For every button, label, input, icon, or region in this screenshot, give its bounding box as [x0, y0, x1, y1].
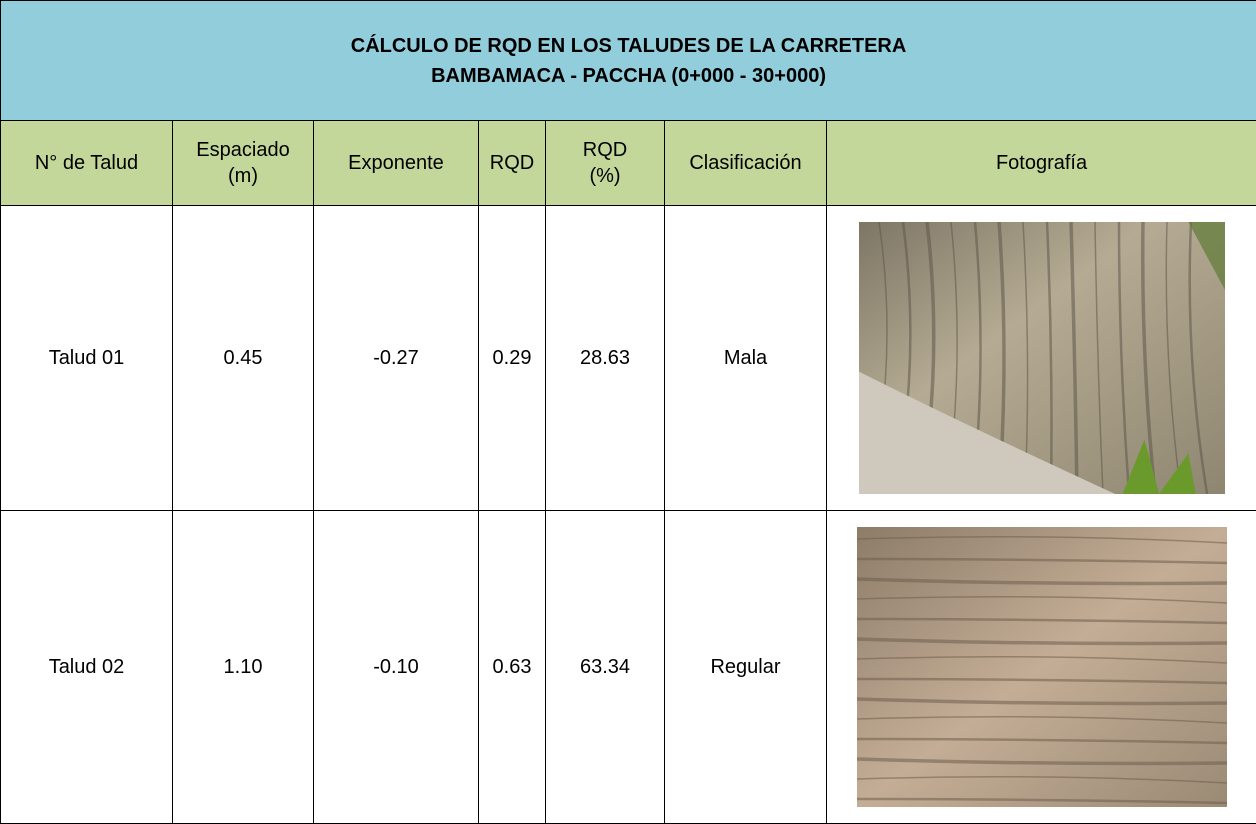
- photo: [857, 527, 1227, 807]
- cell: 0.29: [479, 206, 546, 511]
- cell: Mala: [665, 206, 827, 511]
- photo-cell: [827, 206, 1256, 511]
- header-cell: Clasificación: [665, 121, 827, 206]
- header-text: RQD: [490, 152, 534, 174]
- header-row: N° de Talud Espaciado (m) Exponente RQD RQD (%…: [1, 121, 1256, 206]
- header-cell: Fotografía: [827, 121, 1256, 206]
- header-text: Espaciado: [196, 139, 289, 161]
- photo: [859, 222, 1225, 494]
- photo-cell: [827, 511, 1256, 824]
- cell: Talud 01: [1, 206, 173, 511]
- header-text: Clasificación: [689, 152, 801, 174]
- header-text: N° de Talud: [35, 152, 138, 174]
- title-cell: CÁLCULO DE RQD EN LOS TALUDES DE LA CARR…: [1, 1, 1256, 121]
- header-cell: RQD: [479, 121, 546, 206]
- cell: -0.27: [314, 206, 479, 511]
- header-text: Fotografía: [996, 152, 1087, 174]
- title-row: CÁLCULO DE RQD EN LOS TALUDES DE LA CARR…: [1, 1, 1256, 121]
- cell: Regular: [665, 511, 827, 824]
- cell: 0.45: [173, 206, 314, 511]
- cell: -0.10: [314, 511, 479, 824]
- cell: 1.10: [173, 511, 314, 824]
- cell: 0.63: [479, 511, 546, 824]
- header-text: Exponente: [348, 152, 444, 174]
- header-cell: Espaciado (m): [173, 121, 314, 206]
- title-line: BAMBAMACA - PACCHA (0+000 - 30+000): [431, 65, 826, 87]
- cell: 63.34: [546, 511, 665, 824]
- header-text: (m): [228, 165, 258, 187]
- cell: Talud 02: [1, 511, 173, 824]
- header-text: RQD: [583, 139, 627, 161]
- header-cell: N° de Talud: [1, 121, 173, 206]
- header-cell: RQD (%): [546, 121, 665, 206]
- cell: 28.63: [546, 206, 665, 511]
- header-text: (%): [589, 165, 620, 187]
- header-cell: Exponente: [314, 121, 479, 206]
- title-line: CÁLCULO DE RQD EN LOS TALUDES DE LA CARR…: [351, 35, 907, 57]
